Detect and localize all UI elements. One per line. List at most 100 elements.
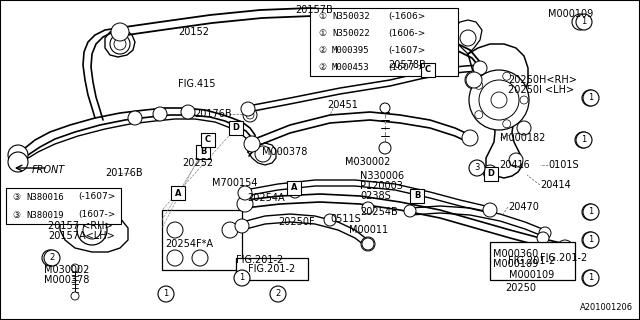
Text: 20250H<RH>: 20250H<RH>: [508, 75, 577, 85]
Bar: [410, 189, 424, 203]
Text: N350032: N350032: [332, 12, 370, 21]
Circle shape: [576, 132, 592, 148]
Text: M000378: M000378: [262, 147, 307, 157]
Circle shape: [234, 270, 250, 286]
Circle shape: [71, 292, 79, 300]
Circle shape: [158, 286, 174, 302]
Circle shape: [404, 205, 416, 217]
Bar: [201, 133, 215, 147]
Bar: [490, 242, 575, 280]
Text: 20250: 20250: [505, 283, 536, 293]
Circle shape: [77, 215, 107, 245]
Circle shape: [473, 61, 487, 75]
Text: 20152: 20152: [178, 27, 209, 37]
Circle shape: [362, 238, 374, 250]
Circle shape: [167, 250, 183, 266]
Circle shape: [71, 264, 79, 272]
Text: (-1607>: (-1607>: [388, 46, 426, 55]
Circle shape: [8, 152, 28, 172]
Circle shape: [479, 80, 519, 120]
Circle shape: [237, 196, 253, 212]
Circle shape: [8, 145, 28, 165]
Circle shape: [380, 143, 390, 153]
Text: C: C: [425, 66, 431, 75]
Text: 2: 2: [275, 290, 280, 299]
Text: ③: ③: [12, 211, 20, 220]
Circle shape: [114, 38, 126, 50]
Circle shape: [460, 30, 476, 46]
Circle shape: [469, 160, 485, 176]
Text: 1: 1: [588, 93, 594, 102]
Text: FIG.201-2: FIG.201-2: [248, 264, 296, 274]
Circle shape: [520, 96, 528, 104]
Bar: [229, 121, 243, 135]
Text: 20578B: 20578B: [388, 60, 426, 70]
Text: M000360: M000360: [493, 249, 538, 259]
Text: B: B: [200, 148, 206, 156]
Text: M000182: M000182: [500, 133, 545, 143]
Text: 1: 1: [163, 290, 168, 299]
Circle shape: [469, 70, 529, 130]
Text: 20254F*A: 20254F*A: [165, 239, 213, 249]
Circle shape: [42, 250, 58, 266]
Text: 1: 1: [581, 135, 587, 145]
Circle shape: [576, 14, 592, 30]
Circle shape: [167, 222, 183, 238]
Text: 20176B: 20176B: [194, 109, 232, 119]
Text: M030002: M030002: [44, 265, 90, 275]
Circle shape: [582, 270, 598, 286]
Circle shape: [465, 71, 483, 89]
Circle shape: [462, 130, 478, 146]
Bar: [196, 145, 210, 159]
Text: 20451: 20451: [327, 100, 358, 110]
Text: N380016: N380016: [26, 193, 63, 202]
Text: M000395: M000395: [332, 46, 370, 55]
Circle shape: [503, 120, 511, 128]
Text: ③: ③: [12, 193, 20, 202]
Text: 20157A<LH>: 20157A<LH>: [48, 231, 115, 241]
Text: P120003: P120003: [360, 181, 403, 191]
Text: 20157B: 20157B: [295, 5, 333, 15]
Circle shape: [270, 286, 286, 302]
Circle shape: [235, 272, 247, 284]
Text: (-1607>: (-1607>: [78, 193, 115, 202]
Text: 20252: 20252: [182, 158, 213, 168]
Text: M000109: M000109: [509, 270, 555, 280]
Circle shape: [235, 219, 249, 233]
Circle shape: [246, 111, 254, 119]
Circle shape: [222, 222, 238, 238]
Text: N350022: N350022: [332, 29, 370, 38]
Text: N380019: N380019: [26, 211, 63, 220]
Text: 1: 1: [588, 207, 594, 217]
Text: FIG.201-2: FIG.201-2: [540, 253, 588, 263]
Circle shape: [159, 288, 171, 300]
Circle shape: [153, 107, 167, 121]
Bar: [287, 181, 301, 195]
Text: B: B: [414, 191, 420, 201]
Circle shape: [582, 90, 598, 106]
Circle shape: [557, 240, 573, 256]
Text: A: A: [291, 183, 297, 193]
Circle shape: [483, 165, 497, 179]
Text: 0511S: 0511S: [330, 214, 361, 224]
Text: A201001206: A201001206: [580, 303, 633, 313]
Text: M000378: M000378: [44, 275, 90, 285]
Circle shape: [582, 204, 598, 220]
Text: 3: 3: [474, 164, 480, 172]
Text: FIG.415: FIG.415: [178, 79, 216, 89]
Text: 20416: 20416: [499, 160, 530, 170]
Text: M030002: M030002: [345, 157, 390, 167]
Text: 20254B: 20254B: [360, 207, 397, 217]
Text: 1: 1: [239, 274, 244, 283]
Text: (1606->: (1606->: [388, 29, 426, 38]
Circle shape: [44, 250, 60, 266]
Circle shape: [83, 221, 101, 239]
Circle shape: [466, 72, 482, 88]
Circle shape: [181, 105, 195, 119]
Circle shape: [380, 103, 390, 113]
Text: A: A: [175, 188, 181, 197]
Bar: [162, 210, 242, 270]
Circle shape: [272, 288, 284, 300]
Circle shape: [491, 92, 507, 108]
Text: 20250F: 20250F: [278, 217, 315, 227]
